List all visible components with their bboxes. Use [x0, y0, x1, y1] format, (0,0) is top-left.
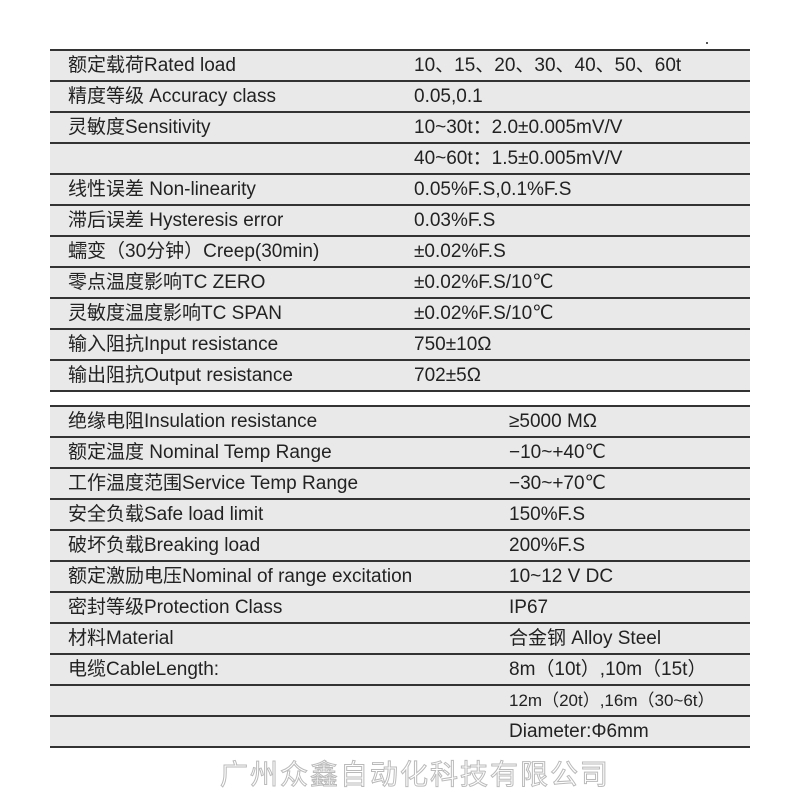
spec-row: 输出阻抗Output resistance 702±5Ω — [50, 361, 750, 392]
spec-label: 材料Material — [68, 628, 174, 649]
spec-row: 安全负载Safe load limit 150%F.S — [50, 500, 750, 531]
spec-value: ≥5000 MΩ — [509, 411, 598, 432]
spec-row: 额定温度 Nominal Temp Range −10~+40℃ — [50, 438, 750, 469]
spec-row: 材料Material 合金钢 Alloy Steel — [50, 624, 750, 655]
spec-label: 绝缘电阻Insulation resistance — [68, 411, 318, 432]
spec-value: 702±5Ω — [414, 365, 481, 386]
spec-value: IP67 — [509, 597, 549, 618]
spec-label: 破坏负载Breaking load — [68, 535, 261, 556]
spec-value: ±0.02%F.S/10℃ — [414, 272, 554, 293]
speck — [706, 42, 708, 44]
spec-label: 零点温度影响TC ZERO — [68, 272, 266, 293]
spec-value: −30~+70℃ — [509, 473, 606, 494]
spec-row: 滞后误差 Hysteresis error 0.03%F.S — [50, 206, 750, 237]
spec-row: 电缆CableLength: 8m（10t）,10m（15t） — [50, 655, 750, 686]
spec-value: ±0.02%F.S/10℃ — [414, 303, 554, 324]
spec-row: 灵敏度Sensitivity 10~30t：2.0±0.005mV/V — [50, 113, 750, 144]
spec-row: 蠕变（30分钟）Creep(30min) ±0.02%F.S — [50, 237, 750, 268]
spec-label: 灵敏度温度影响TC SPAN — [68, 303, 282, 324]
spec-value: 0.03%F.S — [414, 210, 496, 231]
spec-label: 灵敏度Sensitivity — [68, 117, 211, 138]
spec-label: 安全负载Safe load limit — [68, 504, 264, 525]
spec-label: 蠕变（30分钟）Creep(30min) — [68, 241, 320, 262]
spec-value: 750±10Ω — [414, 334, 492, 355]
spec-row: 12m（20t）,16m（30~6t） — [50, 686, 750, 717]
spec-table-environmental: 绝缘电阻Insulation resistance ≥5000 MΩ 额定温度 No… — [50, 405, 750, 748]
spec-label: 工作温度范围Service Temp Range — [68, 473, 359, 494]
spec-label: 精度等级 Accuracy class — [68, 86, 276, 107]
spec-value: Diameter:Φ6mm — [509, 721, 649, 742]
spec-label: 电缆CableLength: — [68, 659, 220, 680]
spec-value: 0.05,0.1 — [414, 86, 483, 107]
spec-label: 密封等级Protection Class — [68, 597, 283, 618]
spec-value: 200%F.S — [509, 535, 586, 556]
spec-row: Diameter:Φ6mm — [50, 717, 750, 748]
spec-value: 0.05%F.S,0.1%F.S — [414, 179, 572, 200]
spec-label: 额定载荷Rated load — [68, 55, 236, 76]
spec-row: 零点温度影响TC ZERO ±0.02%F.S/10℃ — [50, 268, 750, 299]
spec-row: 破坏负载Breaking load 200%F.S — [50, 531, 750, 562]
spec-row: 工作温度范围Service Temp Range −30~+70℃ — [50, 469, 750, 500]
spec-row: 40~60t：1.5±0.005mV/V — [50, 144, 750, 175]
spec-label: 输出阻抗Output resistance — [68, 365, 293, 386]
spec-row: 密封等级Protection Class IP67 — [50, 593, 750, 624]
spec-row: 精度等级 Accuracy class 0.05,0.1 — [50, 82, 750, 113]
spec-value: 10~12 V DC — [509, 566, 614, 587]
spec-label: 滞后误差 Hysteresis error — [68, 210, 284, 231]
spec-value: 8m（10t）,10m（15t） — [509, 659, 707, 680]
spec-row: 绝缘电阻Insulation resistance ≥5000 MΩ — [50, 407, 750, 438]
spec-value: 10、15、20、30、40、50、60t — [414, 55, 682, 76]
spec-label: 输入阻抗Input resistance — [68, 334, 279, 355]
spec-label: 额定激励电压Nominal of range excitation — [68, 566, 413, 587]
spec-value: 10~30t：2.0±0.005mV/V — [414, 117, 623, 138]
spec-value: ±0.02%F.S — [414, 241, 506, 262]
spec-value: −10~+40℃ — [509, 442, 606, 463]
spec-row: 额定载荷Rated load 10、15、20、30、40、50、60t — [50, 51, 750, 82]
company-watermark: 广州众鑫自动化科技有限公司 — [219, 759, 611, 791]
spec-row: 输入阻抗Input resistance 750±10Ω — [50, 330, 750, 361]
spec-row: 灵敏度温度影响TC SPAN ±0.02%F.S/10℃ — [50, 299, 750, 330]
spec-value: 40~60t：1.5±0.005mV/V — [414, 148, 623, 169]
spec-value: 12m（20t）,16m（30~6t） — [509, 691, 715, 710]
spec-row: 额定激励电压Nominal of range excitation 10~12 V… — [50, 562, 750, 593]
spec-label: 线性误差 Non-linearity — [68, 179, 256, 200]
spec-table-electrical: 额定载荷Rated load 10、15、20、30、40、50、60t 精度等级 … — [50, 49, 750, 392]
spec-value: 150%F.S — [509, 504, 586, 525]
spec-label: 额定温度 Nominal Temp Range — [68, 442, 332, 463]
spec-row: 线性误差 Non-linearity 0.05%F.S,0.1%F.S — [50, 175, 750, 206]
spec-value: 合金钢 Alloy Steel — [509, 628, 662, 649]
